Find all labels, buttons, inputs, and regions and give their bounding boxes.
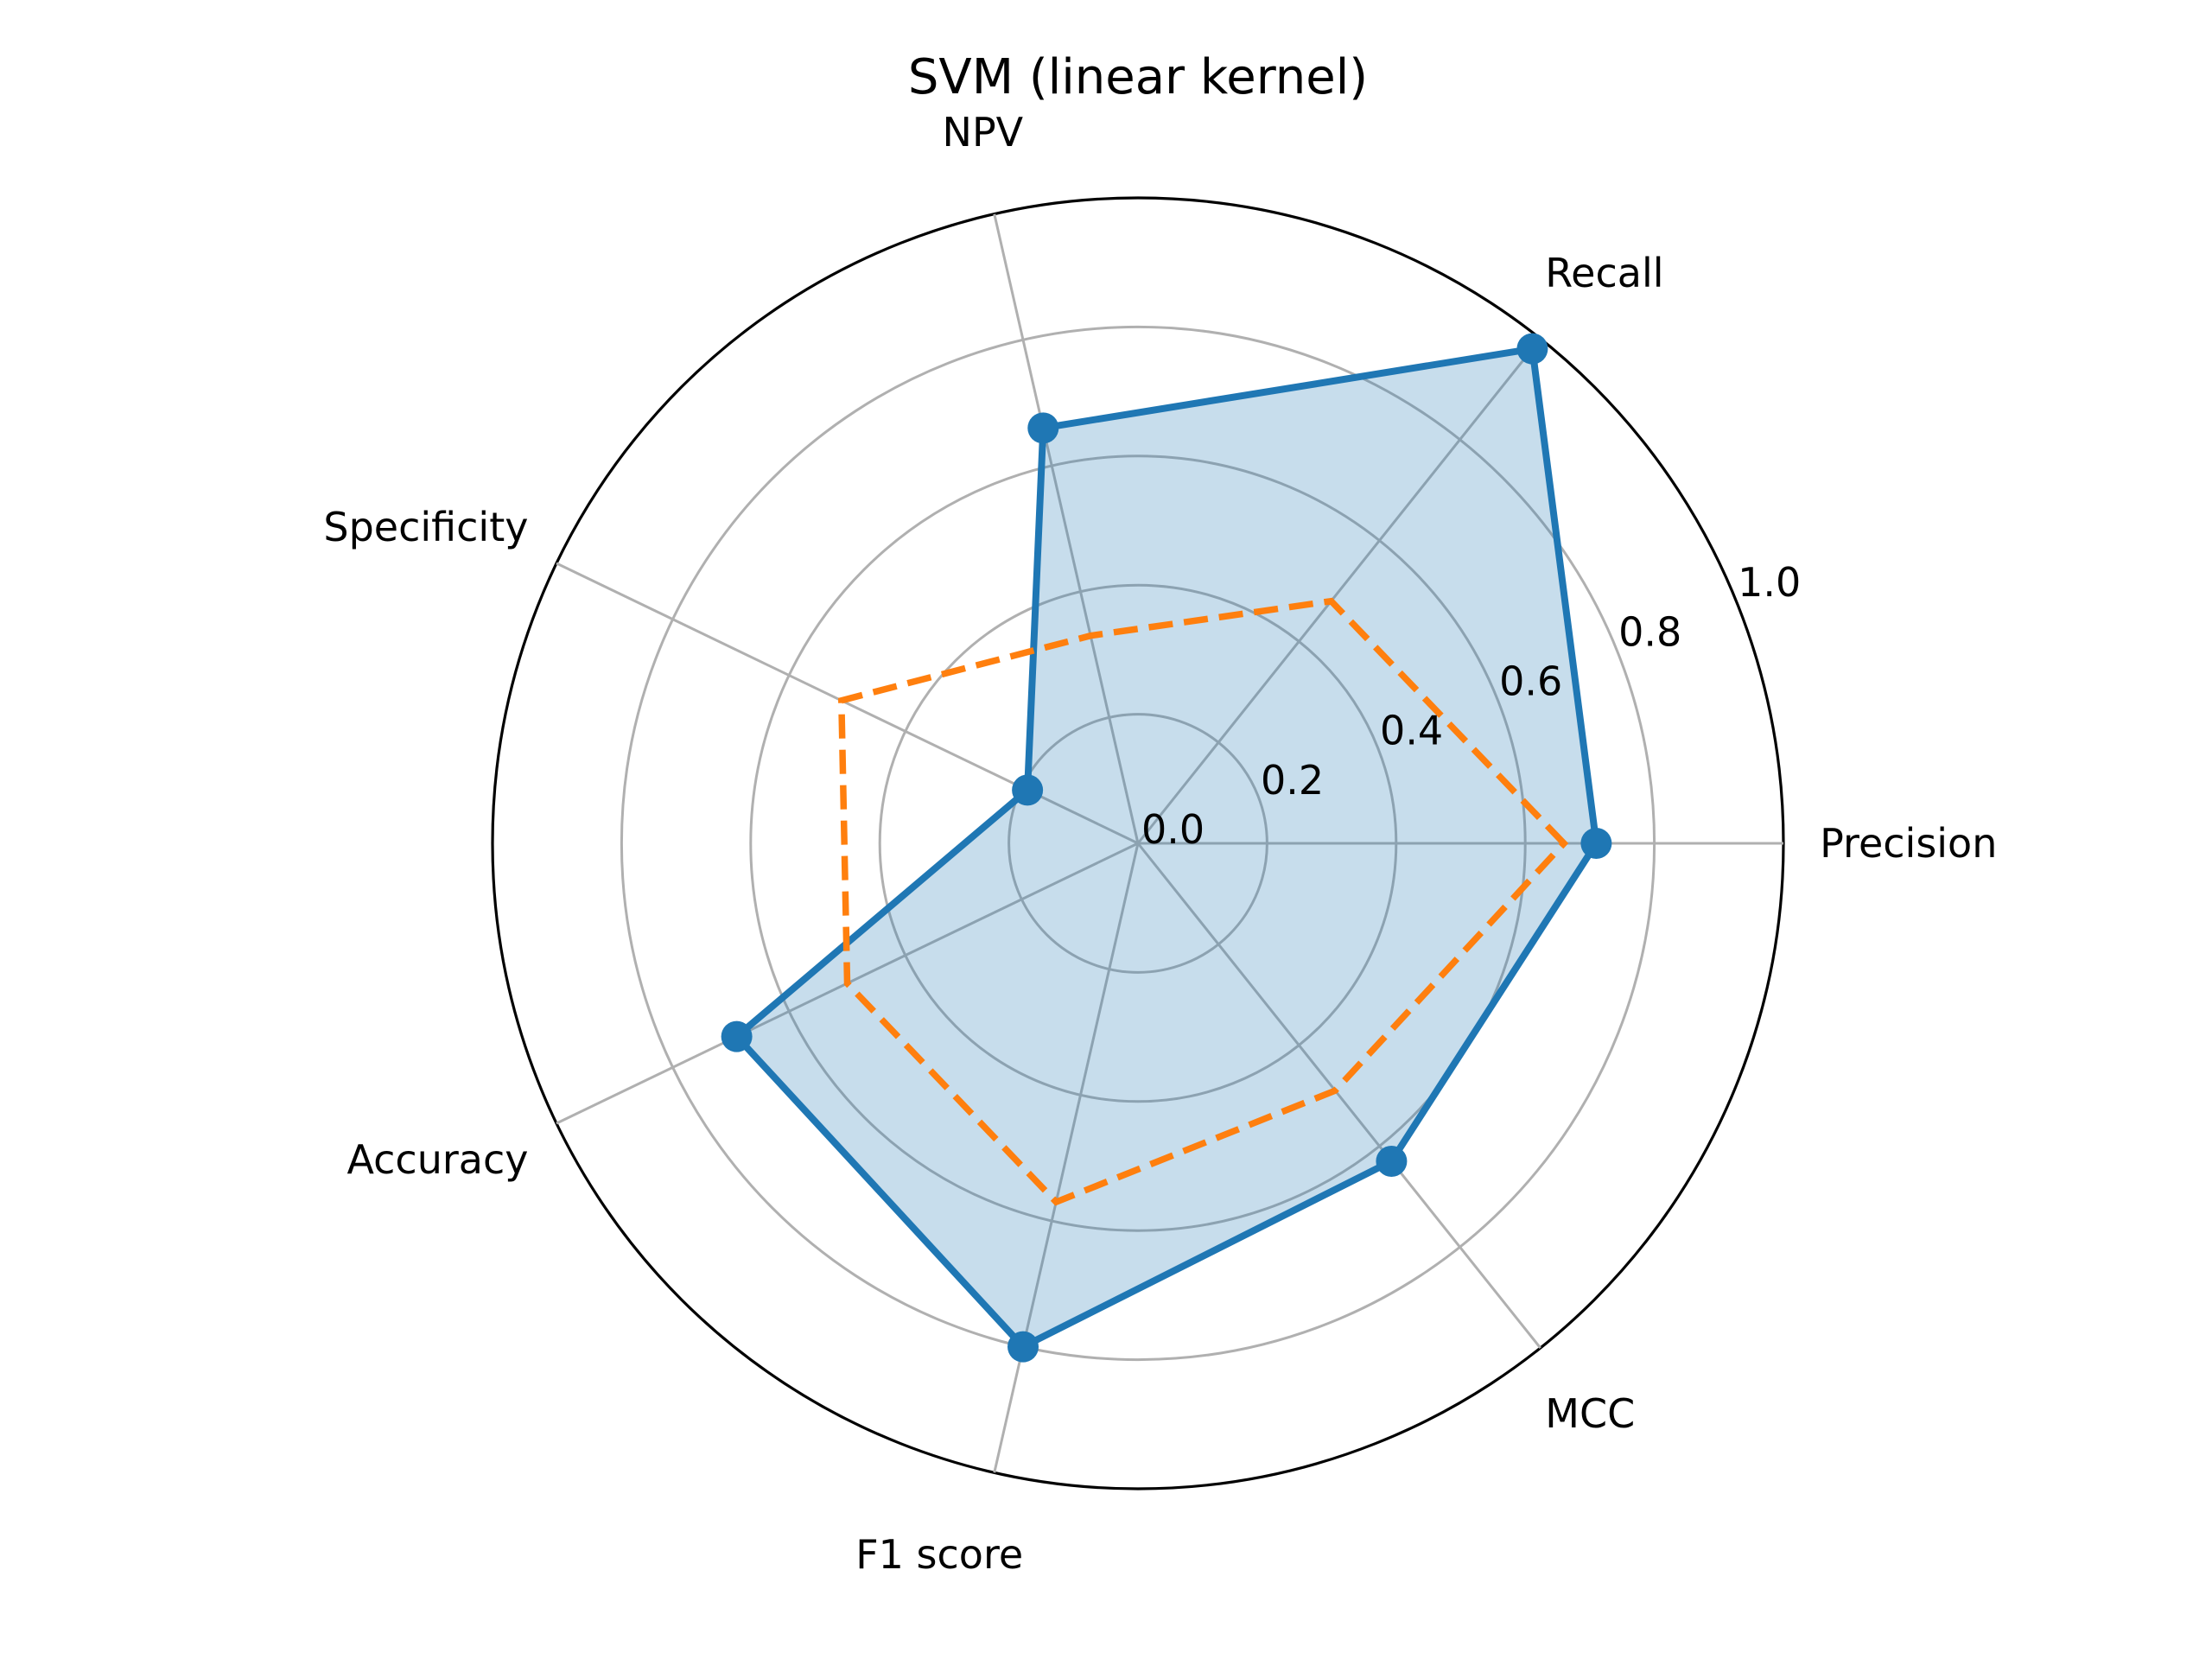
category-label-recall: Recall xyxy=(1545,250,1663,296)
category-label-mcc: MCC xyxy=(1545,1390,1635,1437)
series-1-point-precision xyxy=(1580,828,1612,859)
radial-tick-label: 0.0 xyxy=(1141,806,1205,853)
grid-spoke xyxy=(1136,842,1541,1349)
series-1-point-mcc xyxy=(1376,1145,1408,1177)
category-label-f1-score: F1 score xyxy=(855,1531,1023,1578)
radial-tick-label: 0.6 xyxy=(1499,658,1562,704)
radial-tick-label: 0.8 xyxy=(1618,608,1681,655)
radar-labels: 0.0 0.2 0.4 0.6 0.8 1.0 Precision Recall NPV Spec… xyxy=(323,109,1997,1578)
radial-tick-label: 0.4 xyxy=(1380,708,1443,754)
series-1-point-accuracy xyxy=(721,1020,753,1052)
category-label-npv: NPV xyxy=(943,109,1024,156)
series-1-point-specificity xyxy=(1012,774,1044,806)
series-1-fill xyxy=(736,348,1597,1347)
radar-series xyxy=(721,333,1612,1363)
series-2-line xyxy=(837,597,1569,1206)
grid-spoke xyxy=(993,842,1140,1473)
series-1-point-npv xyxy=(1027,412,1059,444)
category-label-precision: Precision xyxy=(1820,820,1997,867)
radial-tick-label: 1.0 xyxy=(1738,559,1801,606)
grid-spoke xyxy=(993,213,1140,844)
series-1-line xyxy=(731,345,1600,1351)
category-label-specificity: Specificity xyxy=(323,504,528,550)
series-1-point-recall xyxy=(1516,333,1548,365)
series-1-point-f1-score xyxy=(1007,1331,1039,1363)
chart-title: SVM (linear kernel) xyxy=(908,49,1368,105)
radial-tick-label: 0.2 xyxy=(1261,757,1324,804)
grid-spoke xyxy=(1136,338,1541,844)
category-label-accuracy: Accuracy xyxy=(346,1136,528,1183)
